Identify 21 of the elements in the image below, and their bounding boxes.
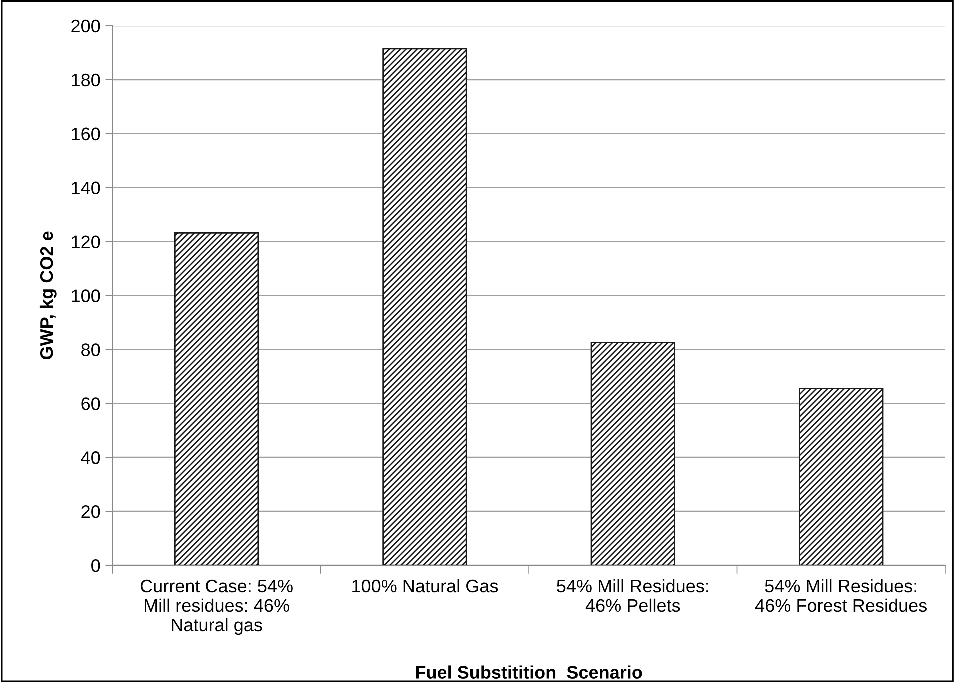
y-axis-title: GWP, kg CO2 e (40, 232, 57, 360)
y-tick-label: 120 (72, 236, 100, 248)
x-tick-label: 100% Natural Gas (352, 579, 498, 593)
y-tick-label: 100 (72, 290, 100, 302)
y-tick-label: 80 (82, 344, 100, 356)
y-tick-label: 140 (72, 182, 100, 195)
x-axis-title: Fuel Substitition Scenario (416, 666, 642, 679)
y-tick-label: 40 (81, 452, 100, 464)
y-tick-label: 60 (82, 398, 100, 410)
bar (174, 232, 260, 566)
x-tick-label: 54% Mill Residues: 46% Pellets (557, 579, 708, 612)
bar (590, 342, 676, 566)
bar (799, 388, 884, 566)
x-tick-label: Current Case: 54% Mill residues: 46% Natural gas (140, 580, 293, 636)
y-tick-label: 0 (92, 559, 100, 572)
y-tick-label: 200 (72, 20, 100, 33)
y-tick-label: 160 (72, 128, 100, 141)
y-tick-label: 20 (82, 506, 100, 518)
bar (382, 48, 468, 566)
x-tick-label: 54% Mill Residues: 46% Forest Residues (755, 579, 928, 612)
y-tick-label: 180 (72, 74, 100, 87)
